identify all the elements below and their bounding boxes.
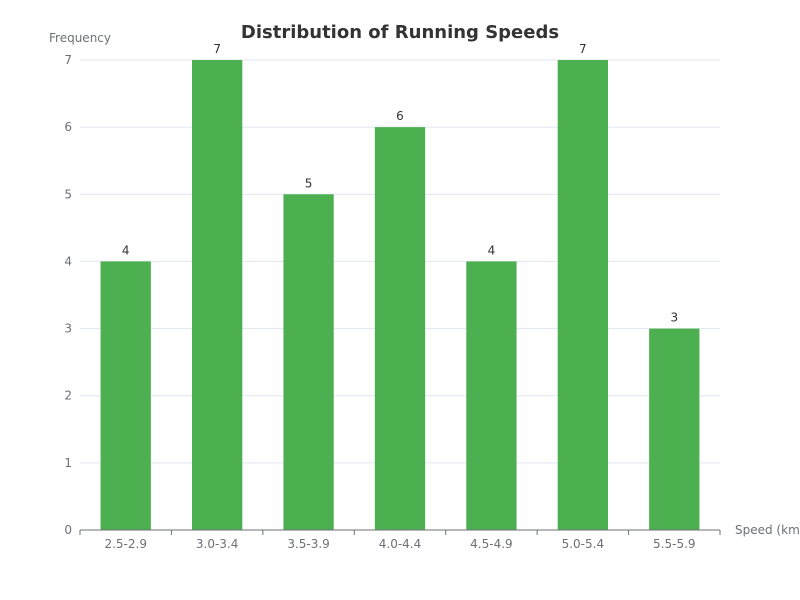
bar-layer bbox=[100, 60, 700, 531]
x-tick-label: 3.5-3.9 bbox=[287, 537, 330, 551]
data-label: 4 bbox=[122, 243, 130, 257]
x-tick-label: 5.0-5.4 bbox=[562, 537, 605, 551]
y-tick-label: 3 bbox=[64, 322, 72, 336]
data-label: 4 bbox=[488, 243, 496, 257]
data-label: 5 bbox=[305, 176, 313, 190]
bar bbox=[192, 60, 243, 530]
data-label: 7 bbox=[213, 42, 221, 56]
y-tick-label: 5 bbox=[64, 187, 72, 201]
x-tick-label: 2.5-2.9 bbox=[104, 537, 147, 551]
x-axis-label: Speed (km/h) bbox=[735, 523, 800, 537]
bar bbox=[283, 194, 334, 531]
x-tick-label: 4.0-4.4 bbox=[379, 537, 422, 551]
y-tick-label: 2 bbox=[64, 389, 72, 403]
x-tick-label: 3.0-3.4 bbox=[196, 537, 239, 551]
bar bbox=[100, 261, 151, 530]
y-tick-label: 1 bbox=[64, 456, 72, 470]
y-tick-label: 4 bbox=[64, 254, 72, 268]
y-axis-label: Frequency bbox=[49, 31, 111, 45]
data-label: 6 bbox=[396, 109, 404, 123]
axis-layer bbox=[79, 529, 721, 535]
label-layer: 0 1 2 3 4 5 6 7 4 2.5-2.9 7 3.0-3.4 5 3.5-3.9 6 4.0-4.4… bbox=[64, 42, 695, 551]
data-label: 3 bbox=[670, 311, 678, 325]
y-tick-label: 0 bbox=[64, 523, 72, 537]
bar bbox=[557, 60, 608, 530]
bar bbox=[649, 328, 700, 530]
chart-title: Distribution of Running Speeds bbox=[241, 22, 559, 43]
bar bbox=[374, 127, 426, 531]
y-tick-label: 6 bbox=[64, 120, 72, 134]
x-tick-label: 4.5-4.9 bbox=[470, 537, 513, 551]
x-tick-label: 5.5-5.9 bbox=[653, 537, 696, 551]
bar bbox=[466, 261, 517, 530]
data-label: 7 bbox=[579, 42, 587, 56]
y-tick-label: 7 bbox=[64, 53, 72, 67]
